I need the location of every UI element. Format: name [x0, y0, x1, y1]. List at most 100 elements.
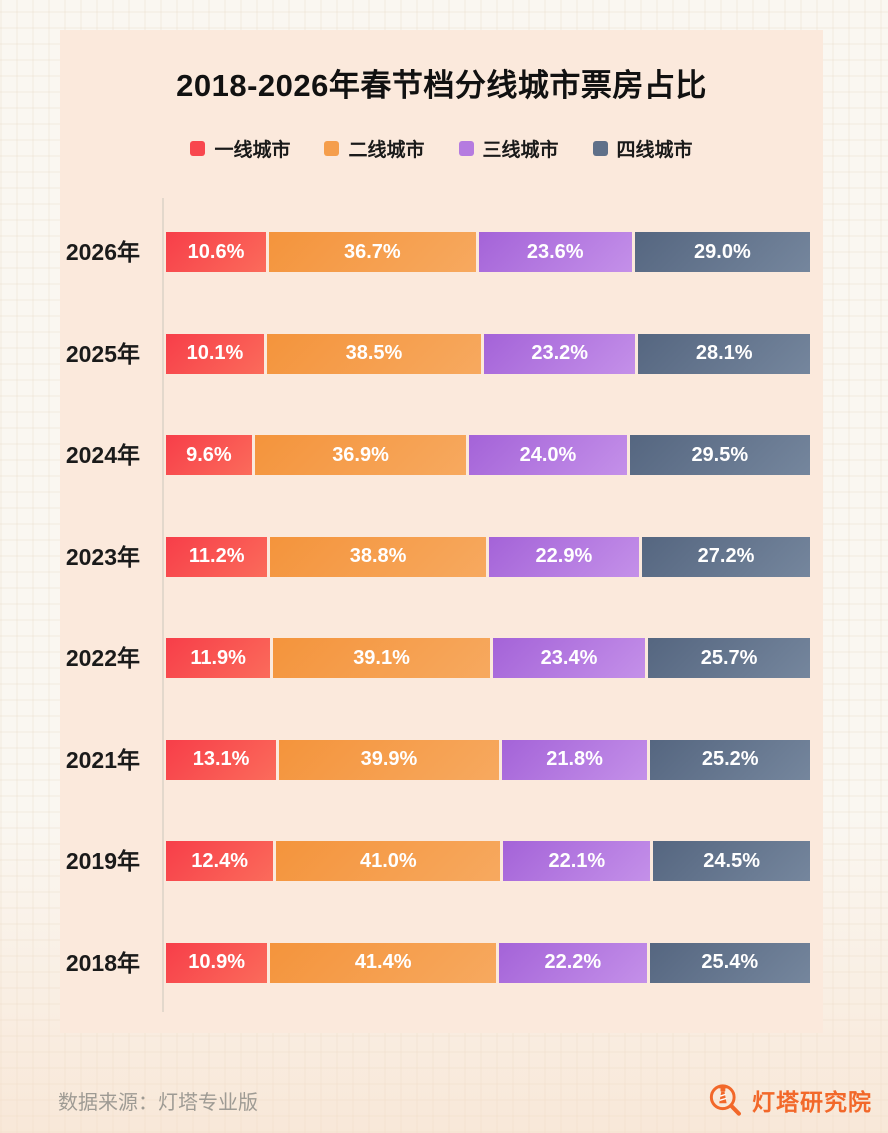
bar-value-label: 23.2%	[531, 342, 589, 364]
year-label: 2025年	[65, 340, 140, 367]
bar-segment: 12.4%	[166, 841, 274, 881]
bar-segment: 23.6%	[478, 232, 632, 272]
year-label: 2022年	[65, 645, 140, 671]
bar-value-label: 41.0%	[359, 849, 417, 872]
bar-segment: 25.4%	[649, 942, 810, 983]
bar-rows: 2026年 10.6% 36.7% 23.6% 29.0% 2025年 10.1% 38.5%…	[60, 232, 810, 983]
bar-segment: 22.9%	[488, 536, 640, 577]
legend-swatch-icon	[324, 141, 340, 156]
legend-label: 三线城市	[482, 140, 559, 161]
legend-item: 四线城市	[592, 135, 693, 162]
bar-value-label: 24.5%	[703, 849, 760, 872]
bar-value-label: 28.1%	[695, 342, 753, 364]
bar-value-label: 24.0%	[519, 443, 577, 466]
bar-track: 10.9% 41.4% 22.2% 25.4%	[166, 942, 810, 983]
bar-value-label: 36.7%	[343, 240, 401, 263]
legend-swatch-icon	[592, 141, 608, 156]
bar-segment: 41.0%	[276, 841, 501, 881]
bar-segment: 24.5%	[653, 841, 810, 881]
bar-row: 2026年 10.6% 36.7% 23.6% 29.0%	[60, 232, 810, 272]
bar-value-label: 27.2%	[697, 545, 755, 567]
bar-value-label: 36.9%	[332, 443, 389, 466]
year-label: 2026年	[65, 239, 140, 265]
bar-track: 13.1% 39.9% 21.8% 25.2%	[166, 739, 810, 780]
bar-segment: 29.5%	[629, 435, 810, 475]
bar-value-label: 25.2%	[701, 748, 759, 770]
chart-legend: 一线城市 二线城市 三线城市 四线城市	[60, 135, 823, 162]
bar-row: 2023年 11.2% 38.8% 22.9% 27.2%	[60, 536, 810, 577]
bar-segment: 13.1%	[166, 739, 277, 780]
bar-segment: 9.6%	[166, 435, 252, 475]
legend-swatch-icon	[190, 141, 206, 156]
bar-value-label: 25.4%	[701, 951, 759, 973]
year-label: 2024年	[65, 442, 140, 468]
bar-track: 12.4% 41.0% 22.1% 24.5%	[166, 841, 810, 881]
bar-segment: 10.9%	[166, 942, 268, 983]
legend-label: 二线城市	[348, 140, 425, 161]
legend-item: 三线城市	[458, 135, 559, 162]
bar-segment: 11.2%	[166, 536, 268, 577]
legend-label: 一线城市	[214, 140, 291, 161]
bar-value-label: 11.2%	[188, 545, 245, 567]
bar-value-label: 22.1%	[548, 849, 606, 872]
bar-segment: 10.1%	[166, 333, 264, 374]
bar-segment: 10.6%	[166, 232, 267, 272]
bar-value-label: 22.2%	[544, 951, 602, 973]
year-label: 2018年	[65, 949, 140, 976]
bar-segment: 22.1%	[503, 841, 651, 881]
legend-swatch-icon	[458, 141, 474, 156]
bar-value-label: 25.7%	[700, 646, 758, 669]
bar-value-label: 22.9%	[535, 545, 593, 567]
bar-value-label: 11.9%	[190, 646, 246, 669]
year-label: 2019年	[65, 848, 140, 874]
bar-segment: 29.0%	[634, 232, 810, 272]
year-label: 2021年	[65, 746, 140, 773]
bar-value-label: 12.4%	[191, 849, 249, 872]
bar-value-label: 29.0%	[694, 240, 751, 263]
bar-track: 11.2% 38.8% 22.9% 27.2%	[166, 536, 810, 577]
bar-row: 2022年 11.9% 39.1% 23.4% 25.7%	[60, 638, 810, 678]
bar-segment: 23.4%	[492, 638, 646, 678]
bar-row: 2021年 13.1% 39.9% 21.8% 25.2%	[60, 739, 810, 780]
bar-segment: 25.2%	[650, 739, 810, 780]
bar-value-label: 41.4%	[354, 951, 412, 973]
bar-value-label: 21.8%	[546, 748, 603, 770]
brand-name: 灯塔研究院	[752, 1089, 872, 1115]
bar-value-label: 38.8%	[349, 545, 407, 567]
bar-segment: 28.1%	[638, 333, 810, 374]
bar-value-label: 10.1%	[186, 342, 244, 364]
bar-value-label: 13.1%	[192, 748, 250, 770]
bar-track: 10.1% 38.5% 23.2% 28.1%	[166, 333, 810, 374]
chart-panel: 2018-2026年春节档分线城市票房占比 一线城市 二线城市 三线城市 四线城市 2…	[60, 30, 823, 1033]
bar-value-label: 23.6%	[526, 240, 584, 263]
bar-segment: 36.9%	[254, 435, 467, 475]
brand-logo: 灯塔研究院	[707, 1082, 872, 1119]
stacked-bar-chart: 2026年 10.6% 36.7% 23.6% 29.0% 2025年 10.1% 38.5%…	[60, 198, 823, 1012]
bar-row: 2025年 10.1% 38.5% 23.2% 28.1%	[60, 333, 810, 374]
bar-segment: 36.7%	[269, 232, 476, 272]
bar-track: 11.9% 39.1% 23.4% 25.7%	[166, 638, 810, 678]
chart-title: 2018-2026年春节档分线城市票房占比	[176, 68, 707, 103]
bar-segment: 39.1%	[273, 638, 490, 678]
bar-value-label: 38.5%	[345, 342, 403, 364]
bar-value-label: 23.4%	[540, 646, 598, 669]
footer: 数据来源：灯塔专业版 灯塔研究院	[58, 1078, 872, 1122]
bar-value-label: 10.6%	[187, 240, 245, 263]
bar-segment: 22.2%	[499, 942, 647, 983]
bar-value-label: 39.1%	[353, 646, 410, 669]
bar-track: 10.6% 36.7% 23.6% 29.0%	[166, 232, 810, 272]
year-label: 2023年	[65, 543, 140, 570]
bar-segment: 39.9%	[279, 739, 499, 780]
bar-value-label: 9.6%	[186, 443, 232, 466]
bar-row: 2018年 10.9% 41.4% 22.2% 25.4%	[60, 942, 810, 983]
bar-track: 9.6% 36.9% 24.0% 29.5%	[166, 435, 810, 475]
bar-value-label: 10.9%	[188, 951, 245, 973]
data-source-label: 数据来源：灯塔专业版	[58, 1091, 258, 1114]
y-axis-line	[162, 198, 164, 1012]
bar-row: 2024年 9.6% 36.9% 24.0% 29.5%	[60, 435, 810, 475]
bar-segment: 38.5%	[266, 333, 481, 374]
legend-item: 二线城市	[324, 135, 425, 162]
bar-segment: 21.8%	[501, 739, 648, 780]
bar-segment: 11.9%	[166, 638, 271, 678]
lighthouse-magnifier-icon	[709, 1083, 741, 1116]
